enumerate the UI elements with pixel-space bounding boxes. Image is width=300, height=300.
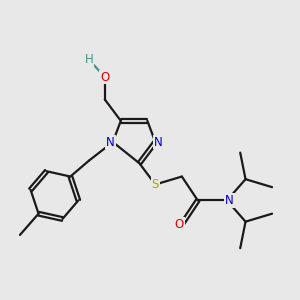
Text: H: H [85,53,93,66]
Text: N: N [106,136,115,148]
Text: S: S [152,178,159,191]
Text: N: N [154,136,162,148]
Text: O: O [100,70,110,83]
Text: N: N [225,194,234,207]
Text: O: O [175,218,184,231]
